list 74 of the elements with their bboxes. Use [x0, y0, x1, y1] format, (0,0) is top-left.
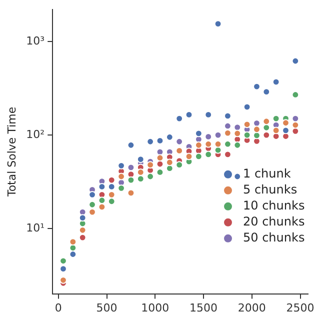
point	[292, 91, 300, 98]
y-axis-title: Total Solve Time	[5, 106, 18, 198]
point	[272, 132, 280, 140]
point	[292, 114, 300, 122]
point	[214, 140, 222, 148]
legend-label: 20 chunks	[243, 214, 305, 229]
x-tick-label: 500	[96, 301, 118, 314]
point	[204, 133, 212, 140]
point	[127, 189, 135, 197]
point	[262, 118, 270, 126]
y-tick-label: 10¹	[26, 221, 45, 234]
point	[127, 141, 135, 149]
point	[98, 203, 106, 211]
point	[272, 114, 280, 122]
point	[272, 126, 280, 134]
y-tick-label: 10³	[26, 34, 45, 48]
point	[69, 238, 77, 246]
point	[234, 130, 242, 138]
point	[272, 78, 280, 86]
point	[282, 119, 290, 127]
point	[194, 130, 202, 138]
x-tick-label: 1500	[190, 301, 218, 314]
point	[60, 257, 67, 265]
point	[204, 150, 212, 158]
point	[253, 126, 260, 134]
point	[292, 57, 300, 65]
point	[98, 183, 106, 190]
point	[214, 131, 222, 139]
point	[224, 122, 232, 130]
x-tick-label: 0	[54, 301, 62, 314]
point	[253, 82, 260, 90]
point	[224, 112, 232, 120]
point	[127, 164, 135, 172]
x-tick-label: 2000	[238, 301, 266, 314]
point	[88, 200, 96, 208]
point	[282, 132, 290, 140]
point	[88, 208, 96, 216]
x-tick-label: 1000	[141, 301, 170, 314]
point	[118, 172, 125, 180]
point	[78, 234, 86, 242]
point	[136, 168, 144, 176]
point	[234, 141, 242, 149]
point	[224, 150, 232, 158]
point	[224, 129, 232, 137]
point	[127, 176, 135, 184]
point	[118, 184, 125, 192]
point	[292, 121, 300, 129]
point	[224, 140, 232, 148]
legend-label: 50 chunks	[243, 230, 305, 245]
point	[88, 190, 96, 198]
point	[69, 250, 77, 258]
point	[108, 183, 116, 190]
legend-label: 1 chunk	[243, 166, 291, 181]
point	[234, 172, 242, 180]
point	[108, 198, 116, 206]
point	[204, 111, 212, 118]
point	[136, 156, 144, 164]
point	[108, 176, 116, 184]
point	[262, 131, 270, 139]
x-tick-label: 2500	[286, 301, 314, 314]
point	[166, 133, 174, 141]
point	[243, 120, 251, 128]
point	[185, 111, 193, 118]
point	[243, 103, 251, 111]
point	[78, 214, 86, 222]
y-tick-label: 10²	[26, 128, 45, 141]
legend-label: 5 chunks	[243, 182, 298, 197]
point	[156, 154, 164, 162]
point	[204, 140, 212, 148]
point	[185, 152, 193, 160]
legend-label: 10 chunks	[243, 198, 305, 213]
point	[243, 131, 251, 139]
point	[156, 168, 164, 176]
point	[282, 126, 290, 134]
